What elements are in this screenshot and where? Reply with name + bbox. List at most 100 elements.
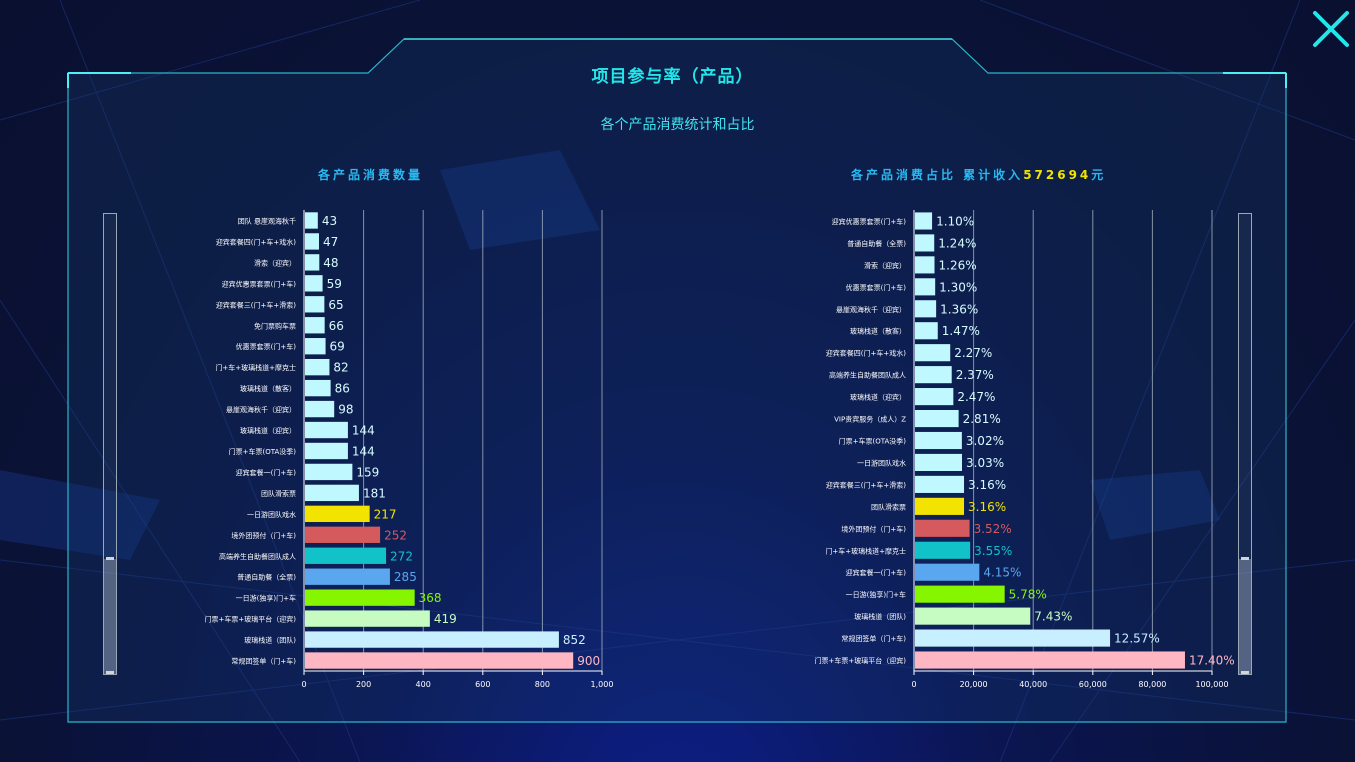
left-slider-top-handle[interactable]: [106, 557, 114, 560]
left-bar: [305, 463, 353, 481]
right-chart-unit: 元: [1091, 168, 1107, 182]
right-x-tick-label: 60,000: [1079, 680, 1107, 689]
right-category-label: 一日游团队戏水: [857, 458, 906, 467]
right-slider-range: [1239, 559, 1251, 674]
right-bar: [915, 409, 959, 428]
right-category-label: 优惠票套票(门+车): [846, 283, 907, 292]
right-category-label: 高端养生自助餐团队成人: [829, 371, 906, 380]
left-category-label: 玻璃栈道（散客）: [240, 384, 296, 393]
right-category-label: VIP贵宾服务（成人）Z: [834, 415, 906, 424]
right-zoom-slider[interactable]: [1238, 213, 1252, 675]
right-category-label: 滑索（迎宾）: [864, 261, 906, 270]
right-bar: [915, 541, 971, 559]
close-icon[interactable]: [1310, 8, 1352, 50]
left-category-label: 门票+车票+玻璃平台（迎宾): [205, 615, 297, 624]
right-slider-bottom-handle[interactable]: [1241, 671, 1249, 674]
right-bar: [915, 431, 962, 450]
left-data-label: 98: [338, 403, 353, 417]
right-bar: [915, 256, 935, 274]
left-bar: [305, 379, 331, 397]
right-data-label: 1.26%: [939, 258, 977, 272]
left-category-label: 团队滑索票: [261, 489, 296, 498]
right-chart-title: 各产品消费占比 累计收入572694元: [851, 166, 1106, 183]
right-data-label: 12.57%: [1114, 632, 1160, 646]
left-bar: [305, 358, 330, 376]
left-category-label: 一日游(独享)门+车: [236, 594, 296, 603]
right-data-label: 1.30%: [939, 280, 977, 294]
left-data-label: 48: [323, 256, 338, 270]
left-data-label: 181: [363, 486, 386, 500]
left-data-label: 368: [419, 591, 442, 605]
left-bar: [305, 338, 326, 355]
left-x-tick-label: 800: [535, 680, 550, 689]
right-bar: [915, 475, 965, 493]
right-category-label: 迎宾优惠票套票(门+车): [832, 217, 907, 226]
left-bar: [305, 589, 415, 606]
right-data-label: 2.47%: [957, 390, 995, 404]
left-data-label: 86: [335, 382, 350, 396]
left-bar: [305, 442, 348, 460]
left-bar: [305, 400, 335, 418]
right-x-tick-label: 20,000: [960, 680, 988, 689]
left-bar: [305, 526, 381, 543]
left-bar: [305, 484, 359, 502]
right-bar: [915, 629, 1111, 647]
right-data-label: 5.78%: [1009, 588, 1047, 602]
left-data-label: 285: [394, 570, 417, 584]
left-category-label: 迎宾套餐三(门+车+滑索): [216, 300, 296, 309]
right-category-label: 迎宾套餐四(门+车+戏水): [826, 349, 906, 358]
right-bar: [915, 322, 938, 340]
left-category-label: 玻璃栈道（团队): [244, 636, 296, 645]
left-category-label: 悬崖观海秋千（迎宾）: [226, 405, 296, 414]
right-bar: [915, 497, 965, 515]
right-category-label: 一日游(独享)门+车: [846, 590, 906, 599]
left-data-label: 59: [327, 277, 342, 291]
right-x-tick-label: 100,000: [1195, 680, 1228, 689]
right-chart-total: 572694: [1023, 168, 1092, 182]
left-bar: [305, 254, 320, 271]
left-slider-bottom-handle[interactable]: [106, 671, 114, 674]
left-category-label: 门+车+玻璃栈道+摩克士: [215, 363, 296, 372]
right-category-label: 玻璃栈道（团队): [854, 612, 906, 621]
left-data-label: 852: [563, 633, 586, 647]
right-bar: [915, 212, 933, 230]
left-category-label: 免门票购车票: [254, 321, 296, 330]
right-x-tick-label: 40,000: [1019, 680, 1047, 689]
left-bar: [305, 317, 325, 334]
right-bar: [915, 344, 951, 362]
right-bar: [915, 563, 980, 581]
left-bar: [305, 233, 320, 250]
left-category-label: 优惠票套票(门+车): [236, 342, 297, 351]
right-data-label: 3.02%: [966, 434, 1004, 448]
right-data-label: 2.27%: [954, 346, 992, 360]
right-category-label: 玻璃栈道（迎宾）: [850, 393, 906, 402]
right-category-label: 普通自助餐（全票): [847, 239, 906, 248]
left-bar: [305, 652, 574, 669]
left-data-label: 65: [328, 298, 343, 312]
right-category-label: 玻璃栈道（散客）: [850, 327, 906, 336]
right-category-label: 迎宾套餐三(门+车+滑索): [826, 480, 906, 489]
right-category-label: 常规团签单（门+车): [841, 634, 906, 643]
right-data-label: 1.36%: [940, 302, 978, 316]
left-zoom-slider[interactable]: [103, 213, 117, 675]
right-data-label: 3.03%: [966, 456, 1004, 470]
right-x-tick-label: 0: [911, 680, 916, 689]
right-slider-top-handle[interactable]: [1241, 557, 1249, 560]
right-category-label: 团队滑索票: [871, 502, 906, 511]
left-data-label: 272: [390, 549, 413, 563]
left-x-tick-label: 0: [301, 680, 306, 689]
left-data-label: 419: [434, 612, 457, 626]
right-bar: [915, 651, 1185, 669]
left-category-label: 玻璃栈道（迎宾）: [240, 426, 296, 435]
left-category-label: 门票+车票(OTA没季): [229, 447, 297, 456]
right-bar: [915, 234, 935, 252]
right-category-label: 门票+车票+玻璃平台（迎宾): [815, 656, 907, 665]
left-bar: [305, 296, 325, 313]
left-x-tick-label: 400: [416, 680, 431, 689]
right-bar: [915, 388, 954, 406]
left-bar: [305, 568, 390, 585]
right-data-label: 2.81%: [963, 412, 1001, 426]
right-category-label: 门+车+玻璃栈道+摩克士: [825, 546, 906, 555]
